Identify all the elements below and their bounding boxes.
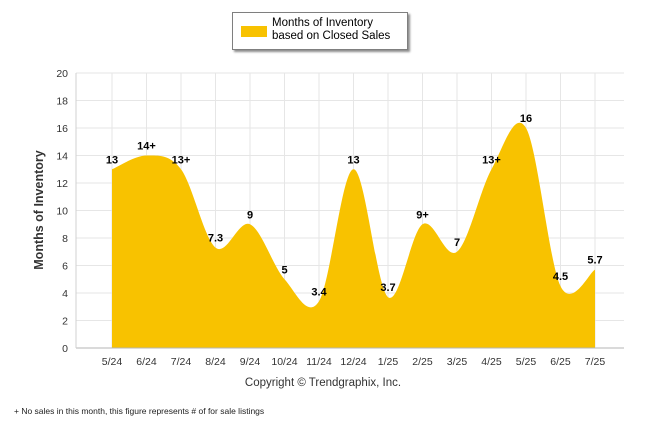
data-label: 4.5 bbox=[553, 271, 568, 283]
legend-swatch bbox=[241, 26, 267, 37]
x-tick-label: 10/24 bbox=[271, 356, 297, 368]
x-tick-label: 1/25 bbox=[378, 356, 399, 368]
data-label: 3.4 bbox=[311, 286, 327, 298]
x-tick-label: 6/25 bbox=[550, 356, 571, 368]
data-label: 9 bbox=[247, 209, 253, 221]
x-tick-label: 11/24 bbox=[306, 356, 332, 368]
x-tick-label: 2/25 bbox=[412, 356, 433, 368]
axes: 0 2 4 6 8 10 12 14 16 18 20 5/24 6/24 7/24 8/24 9/24 10/… bbox=[56, 68, 624, 368]
data-label: 13+ bbox=[172, 154, 191, 166]
y-tick-label: 18 bbox=[56, 96, 68, 108]
data-label: 13 bbox=[106, 154, 118, 166]
y-tick-label: 12 bbox=[56, 178, 68, 190]
y-tick-label: 0 bbox=[62, 343, 68, 355]
data-label: 7.3 bbox=[208, 233, 223, 245]
y-tick-label: 20 bbox=[56, 68, 68, 80]
data-label: 5 bbox=[281, 264, 287, 276]
y-tick-label: 14 bbox=[56, 151, 68, 163]
y-tick-label: 4 bbox=[62, 288, 68, 300]
data-label: 13 bbox=[347, 154, 359, 166]
x-tick-label: 3/25 bbox=[447, 356, 468, 368]
data-label: 3.7 bbox=[380, 282, 395, 294]
x-tick-label: 5/25 bbox=[516, 356, 537, 368]
x-tick-label: 7/25 bbox=[585, 356, 606, 368]
y-tick-label: 6 bbox=[62, 261, 68, 273]
y-tick-label: 10 bbox=[56, 206, 68, 218]
x-tick-label: 5/24 bbox=[102, 356, 123, 368]
y-tick-label: 2 bbox=[62, 316, 68, 328]
data-label: 16 bbox=[520, 113, 532, 125]
data-labels: 13 14+ 13+ 7.3 9 5 3.4 13 3.7 9+ 7 13+ 16 4.5 5.7 bbox=[106, 113, 603, 298]
x-tick-label: 9/24 bbox=[240, 356, 261, 368]
data-label: 7 bbox=[454, 237, 460, 249]
x-tick-label: 12/24 bbox=[340, 356, 366, 368]
data-label: 14+ bbox=[137, 141, 156, 153]
x-tick-label: 8/24 bbox=[205, 356, 226, 368]
copyright-text: Copyright © Trendgraphix, Inc. bbox=[244, 377, 402, 389]
x-tick-label: 7/24 bbox=[171, 356, 192, 368]
y-axis-title: Months of Inventory bbox=[32, 150, 46, 270]
y-tick-label: 8 bbox=[62, 233, 68, 245]
footnote: + No sales in this month, this figure re… bbox=[14, 406, 265, 416]
data-label: 5.7 bbox=[587, 255, 602, 267]
data-label: 9+ bbox=[416, 209, 429, 221]
x-tick-label: 6/24 bbox=[136, 356, 157, 368]
legend: Months of Inventory based on Closed Sale… bbox=[232, 12, 408, 50]
area-fill bbox=[112, 122, 595, 349]
data-label: 13+ bbox=[482, 154, 501, 166]
x-tick-label: 4/25 bbox=[481, 356, 502, 368]
legend-label: Months of Inventory based on Closed Sale… bbox=[272, 17, 391, 42]
area-series bbox=[112, 122, 595, 349]
y-tick-label: 16 bbox=[56, 123, 68, 135]
